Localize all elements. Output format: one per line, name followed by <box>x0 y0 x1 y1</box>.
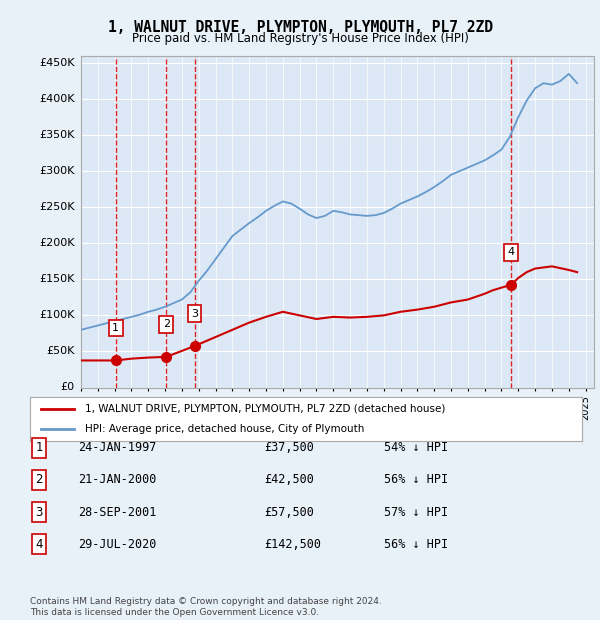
Text: £142,500: £142,500 <box>264 538 321 551</box>
Text: £200K: £200K <box>40 238 75 248</box>
Text: 4: 4 <box>508 247 515 257</box>
Text: £100K: £100K <box>40 311 75 321</box>
Text: £300K: £300K <box>40 166 75 176</box>
Text: 1: 1 <box>112 323 119 333</box>
Text: 56% ↓ HPI: 56% ↓ HPI <box>384 538 448 551</box>
Text: HPI: Average price, detached house, City of Plymouth: HPI: Average price, detached house, City… <box>85 424 365 435</box>
Text: 2: 2 <box>163 319 170 329</box>
Text: £150K: £150K <box>40 274 75 285</box>
Text: 56% ↓ HPI: 56% ↓ HPI <box>384 474 448 486</box>
Text: 24-JAN-1997: 24-JAN-1997 <box>78 441 157 454</box>
Text: £350K: £350K <box>40 130 75 140</box>
Text: £0: £0 <box>61 383 75 392</box>
Text: 54% ↓ HPI: 54% ↓ HPI <box>384 441 448 454</box>
Text: 4: 4 <box>35 538 43 551</box>
Text: £50K: £50K <box>46 347 75 356</box>
Text: 3: 3 <box>191 309 198 319</box>
Text: Contains HM Land Registry data © Crown copyright and database right 2024.
This d: Contains HM Land Registry data © Crown c… <box>30 598 382 617</box>
Text: £400K: £400K <box>40 94 75 104</box>
Text: 1, WALNUT DRIVE, PLYMPTON, PLYMOUTH, PL7 2ZD (detached house): 1, WALNUT DRIVE, PLYMPTON, PLYMOUTH, PL7… <box>85 404 446 414</box>
Text: 21-JAN-2000: 21-JAN-2000 <box>78 474 157 486</box>
Text: 2: 2 <box>35 474 43 486</box>
Text: 1, WALNUT DRIVE, PLYMPTON, PLYMOUTH, PL7 2ZD: 1, WALNUT DRIVE, PLYMPTON, PLYMOUTH, PL7… <box>107 20 493 35</box>
Text: 28-SEP-2001: 28-SEP-2001 <box>78 506 157 518</box>
Text: 57% ↓ HPI: 57% ↓ HPI <box>384 506 448 518</box>
Text: £42,500: £42,500 <box>264 474 314 486</box>
Text: 3: 3 <box>35 506 43 518</box>
Text: 1: 1 <box>35 441 43 454</box>
Text: 29-JUL-2020: 29-JUL-2020 <box>78 538 157 551</box>
Text: Price paid vs. HM Land Registry's House Price Index (HPI): Price paid vs. HM Land Registry's House … <box>131 32 469 45</box>
Text: £57,500: £57,500 <box>264 506 314 518</box>
Text: £37,500: £37,500 <box>264 441 314 454</box>
Text: £250K: £250K <box>40 202 75 212</box>
Text: £450K: £450K <box>40 58 75 68</box>
